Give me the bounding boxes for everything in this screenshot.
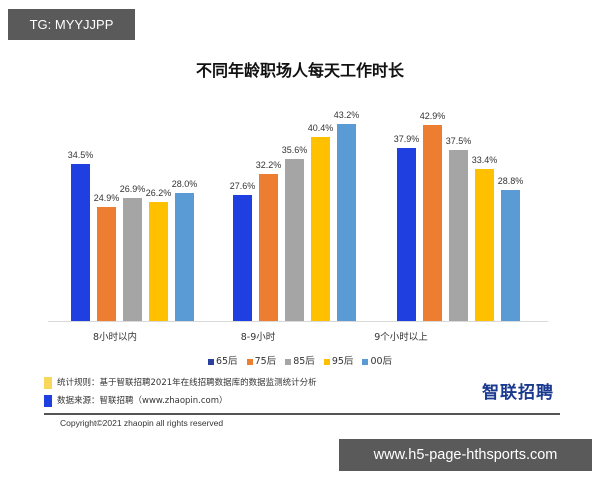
chart-title: 不同年龄职场人每天工作时长 [195, 61, 404, 80]
watermark-bottom: www.h5-page-hthsports.com [339, 439, 592, 471]
bar [97, 207, 116, 321]
bar-value-label: 26.9% [119, 184, 146, 194]
bar [423, 125, 442, 321]
watermark-top: TG: MYYJJPP [8, 9, 135, 40]
footer-divider [44, 413, 560, 415]
bar-value-label: 28.0% [171, 179, 198, 189]
x-axis-line [48, 321, 548, 322]
category-label: 9个小时以上 [374, 332, 428, 343]
bar-value-label: 37.5% [445, 136, 472, 146]
category-label: 8-9小时 [240, 332, 276, 343]
legend-swatch [362, 358, 369, 365]
bar [233, 195, 252, 321]
bar [285, 159, 304, 321]
bar [475, 169, 494, 321]
legend-swatch [285, 358, 292, 365]
bar-value-label: 26.2% [145, 188, 172, 198]
bar-value-label: 27.6% [229, 181, 256, 191]
legend-item: 00后 [362, 353, 392, 367]
data-source-note: 数据来源：智联招聘（www.zhaopin.com） [44, 394, 228, 408]
category-label: 8小时以内 [92, 332, 138, 343]
copyright-text: Copyright©2021 zhaopin all rights reserv… [60, 418, 224, 428]
bar [501, 190, 520, 321]
zhaopin-logo: 智联招聘 [482, 383, 554, 403]
source-text: 数据来源：智联招聘（www.zhaopin.com） [57, 396, 228, 406]
legend-swatch [323, 358, 330, 365]
legend-label: 00后 [370, 356, 393, 367]
legend-label: 75后 [254, 356, 277, 367]
source-swatch [44, 394, 52, 407]
bar-value-label: 37.9% [393, 134, 420, 144]
bar [397, 148, 416, 321]
legend-swatch [246, 358, 253, 365]
bar-value-label: 42.9% [419, 111, 446, 121]
rule-swatch [44, 376, 52, 389]
legend-label: 95后 [331, 356, 354, 367]
bar-value-label: 33.4% [471, 155, 498, 165]
bar [337, 124, 356, 321]
chart-legend: 65后 75后 85后 95后 00后 [0, 353, 600, 367]
legend-label: 85后 [293, 356, 315, 367]
bar [71, 164, 90, 321]
stat-rule-note: 统计规则：基于智联招聘2021年在线招聘数据库的数据监测统计分析 [44, 376, 317, 390]
bar-value-label: 35.6% [281, 145, 308, 155]
bar-value-label: 40.4% [307, 123, 334, 133]
bar [149, 202, 168, 321]
legend-swatch [207, 358, 214, 365]
bar-value-label: 32.2% [255, 160, 282, 170]
bar [449, 150, 468, 321]
legend-item: 75后 [246, 353, 277, 367]
bar [311, 137, 330, 321]
legend-label: 65后 [215, 356, 238, 367]
legend-item: 95后 [323, 353, 354, 367]
bar-value-label: 28.8% [497, 176, 524, 186]
rule-text: 统计规则：基于智联招聘2021年在线招聘数据库的数据监测统计分析 [57, 378, 317, 388]
legend-item: 85后 [285, 353, 315, 367]
bar [259, 174, 278, 321]
bar [175, 193, 194, 321]
bar-value-label: 24.9% [93, 193, 120, 203]
bar-value-label: 34.5% [67, 150, 94, 160]
bar [123, 198, 142, 321]
bar-value-label: 43.2% [333, 110, 360, 120]
legend-item: 65后 [207, 353, 238, 367]
